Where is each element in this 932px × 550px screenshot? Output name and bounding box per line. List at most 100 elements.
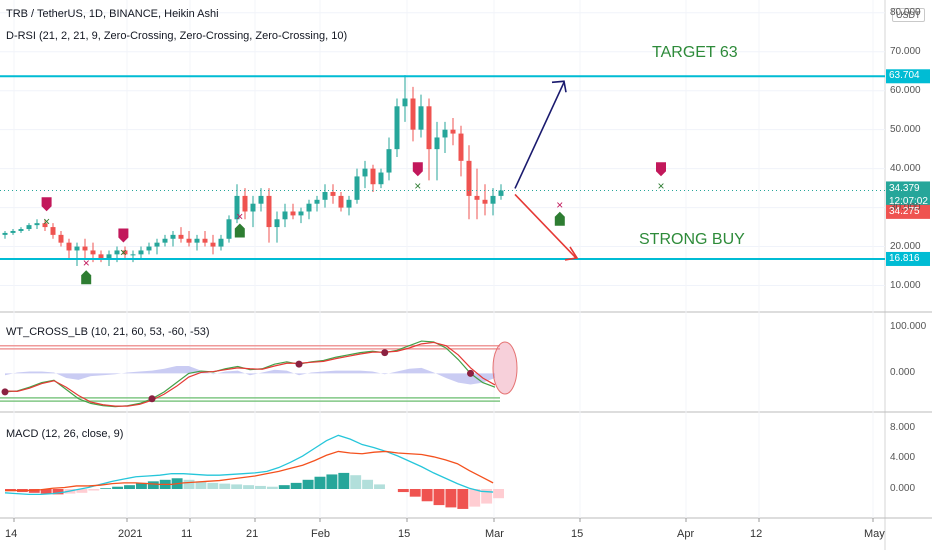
candle-body: [498, 190, 504, 196]
sell-signal-marker: [41, 197, 52, 212]
macd-histogram-bar: [374, 484, 385, 489]
last-price-tag-bg: [886, 181, 930, 210]
sell-signal-marker: [412, 162, 423, 177]
buy-signal-marker: [234, 223, 245, 238]
candle-body: [330, 192, 336, 196]
macd-histogram-bar: [266, 486, 278, 489]
time-tick-label: 12: [750, 528, 763, 540]
candle-body: [362, 168, 368, 177]
candle-body: [58, 234, 64, 243]
signal-line: [5, 450, 494, 492]
resistance-tag-bg: [886, 69, 930, 84]
time-tick-label: Mar: [485, 528, 504, 540]
candle-body: [34, 223, 40, 226]
countdown-tag: 12:07:02: [889, 196, 928, 208]
candle-body: [258, 195, 264, 204]
macd-histogram-bar: [290, 482, 302, 489]
candle-body: [370, 168, 376, 185]
candle-body: [338, 195, 344, 208]
price-tick-label: 30.000: [890, 201, 921, 213]
candle-body: [170, 234, 176, 239]
time-tick-label: 21: [246, 528, 259, 540]
time-tick-label: 15: [398, 528, 411, 540]
macd-histogram-bar: [135, 482, 147, 489]
candle-body: [226, 219, 232, 239]
strong-buy-annotation: STRONG BUY: [639, 231, 745, 248]
wt-cross-dot: [467, 369, 474, 377]
candle-body: [18, 229, 24, 231]
wt-line-2: [4, 341, 496, 407]
buy-signal-marker: [554, 211, 565, 226]
candle-body: [210, 242, 216, 247]
macd-histogram-bar: [278, 485, 290, 489]
candle-body: [306, 203, 312, 212]
candle-body: [162, 238, 168, 243]
candle-body: [386, 149, 392, 173]
macd-histogram-bar: [76, 489, 88, 493]
macd-tick-label: 0.000: [890, 483, 916, 494]
candle-body: [66, 242, 72, 251]
candle-body: [266, 195, 272, 228]
candle-body: [50, 227, 56, 235]
candle-body: [466, 160, 472, 196]
macd-histogram-bar: [338, 472, 350, 489]
signal-x-mark: ×: [556, 198, 563, 212]
wt-cross-title: WT_CROSS_LB (10, 21, 60, 53, -60, -53): [6, 326, 210, 338]
candle-body: [410, 98, 416, 130]
price-tick-label: 40.000: [890, 162, 921, 174]
candle-body: [186, 238, 192, 243]
currency-unit-badge[interactable]: USDT: [892, 8, 925, 22]
candle-body: [178, 234, 184, 239]
wt-cross-dot: [1, 388, 9, 396]
macd-histogram-bar: [314, 476, 326, 489]
time-tick-label: Feb: [311, 528, 330, 540]
macd-histogram-bar: [469, 489, 481, 507]
candle-body: [106, 254, 112, 259]
candle-body: [122, 250, 128, 255]
macd-histogram-bar: [397, 489, 409, 493]
wt-cross-dot: [295, 360, 303, 368]
wt-tick-label: 0.000: [890, 367, 916, 379]
open-price-tag: 34.275: [889, 205, 920, 217]
macd-histogram-bar: [493, 489, 504, 499]
buy-signal-marker: [81, 270, 92, 285]
macd-line: [4, 434, 494, 496]
open-price-tag-bg: [886, 204, 930, 219]
macd-histogram-bar: [195, 481, 207, 489]
macd-histogram-bar: [207, 482, 219, 489]
macd-histogram-bar: [362, 479, 374, 489]
candle-body: [450, 129, 456, 134]
target-arrowhead: [551, 80, 567, 93]
wt-cross-dot: [381, 349, 389, 357]
candle-body: [482, 199, 488, 204]
macd-histogram-bar: [433, 489, 445, 506]
support-tag-label: 16.816: [889, 252, 920, 264]
candle-body: [442, 129, 448, 138]
candle-body: [218, 238, 224, 247]
wt-highlight-ellipse: [492, 341, 518, 395]
candle-body: [234, 195, 240, 220]
price-tick-label: 20.000: [890, 240, 921, 252]
macd-histogram-bar: [409, 489, 421, 497]
wt-cross-dot: [148, 395, 156, 403]
wt-tick-label: 100.000: [890, 321, 927, 333]
candle-body: [418, 106, 424, 130]
signal-x-mark: ×: [657, 179, 664, 193]
time-tick-label: 2021: [118, 528, 143, 540]
macd-histogram-bar: [457, 489, 469, 509]
candle-body: [90, 250, 96, 255]
signal-x-mark: ×: [43, 214, 50, 228]
candle-body: [290, 211, 296, 216]
price-tick-label: 80.000: [890, 6, 921, 18]
candle-body: [354, 176, 360, 200]
macd-histogram-bar: [350, 475, 362, 489]
macd-histogram-bar: [112, 486, 124, 489]
buy-arrowhead: [564, 246, 579, 261]
macd-histogram-bar: [243, 485, 254, 489]
macd-histogram-bar: [445, 489, 457, 508]
candle-body: [10, 230, 16, 233]
signal-x-mark: ×: [414, 179, 421, 193]
candle-body: [378, 172, 384, 185]
candle-body: [490, 195, 496, 204]
resistance-tag-label: 63.704: [889, 70, 920, 82]
